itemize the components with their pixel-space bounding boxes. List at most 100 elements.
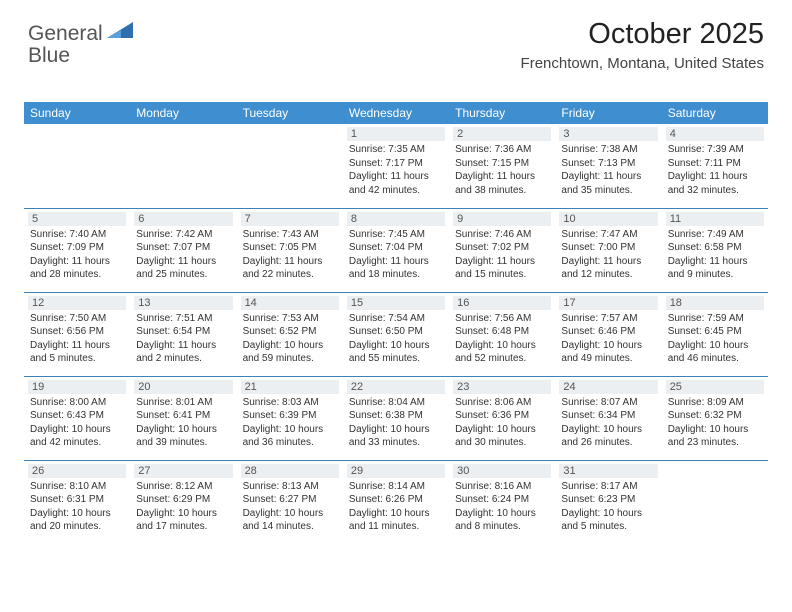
calendar-cell bbox=[237, 124, 343, 208]
day-number: 10 bbox=[559, 212, 657, 226]
brand-logo: General Blue bbox=[28, 22, 133, 67]
day-details: Sunrise: 8:16 AMSunset: 6:24 PMDaylight:… bbox=[453, 480, 551, 534]
calendar-cell: 29Sunrise: 8:14 AMSunset: 6:26 PMDayligh… bbox=[343, 460, 449, 544]
day-number: 22 bbox=[347, 380, 445, 394]
calendar-row: 5 Sunrise: 7:40 AMSunset: 7:09 PMDaylight… bbox=[24, 208, 768, 292]
calendar-cell: 28 Sunrise: 8:13 AMSunset: 6:27 PMDayligh… bbox=[237, 460, 343, 544]
day-number: 30 bbox=[453, 464, 551, 478]
weekday-header: Wednesday bbox=[343, 102, 449, 124]
weekday-header-row: SundayMondayTuesdayWednesdayThursdayFrid… bbox=[24, 102, 768, 124]
day-details: Sunrise: 8:04 AMSunset: 6:38 PMDaylight:… bbox=[347, 396, 445, 450]
day-details: Sunrise: 7:39 AMSunset: 7:11 PMDaylight:… bbox=[666, 143, 764, 197]
day-number: 18 bbox=[666, 296, 764, 310]
calendar-cell: 31 Sunrise: 8:17 AMSunset: 6:23 PMDayligh… bbox=[555, 460, 661, 544]
day-details: Sunrise: 8:14 AMSunset: 6:26 PMDaylight:… bbox=[347, 480, 445, 534]
weekday-header: Friday bbox=[555, 102, 661, 124]
day-details: Sunrise: 8:07 AMSunset: 6:34 PMDaylight:… bbox=[559, 396, 657, 450]
calendar-cell: 13 Sunrise: 7:51 AMSunset: 6:54 PMDayligh… bbox=[130, 292, 236, 376]
day-number: 14 bbox=[241, 296, 339, 310]
day-number: 11 bbox=[666, 212, 764, 226]
calendar-cell: 5 Sunrise: 7:40 AMSunset: 7:09 PMDaylight… bbox=[24, 208, 130, 292]
calendar-cell: 2Sunrise: 7:36 AMSunset: 7:15 PMDaylight… bbox=[449, 124, 555, 208]
weekday-header: Tuesday bbox=[237, 102, 343, 124]
calendar-cell: 11Sunrise: 7:49 AMSunset: 6:58 PMDayligh… bbox=[662, 208, 768, 292]
day-number: 19 bbox=[28, 380, 126, 394]
day-number: 1 bbox=[347, 127, 445, 141]
calendar-cell: 25 Sunrise: 8:09 AMSunset: 6:32 PMDayligh… bbox=[662, 376, 768, 460]
day-number: 13 bbox=[134, 296, 232, 310]
day-number: 16 bbox=[453, 296, 551, 310]
weekday-header: Monday bbox=[130, 102, 236, 124]
day-details: Sunrise: 8:00 AMSunset: 6:43 PMDaylight:… bbox=[28, 396, 126, 450]
calendar-row: 26 Sunrise: 8:10 AMSunset: 6:31 PMDayligh… bbox=[24, 460, 768, 544]
day-details: Sunrise: 7:50 AMSunset: 6:56 PMDaylight:… bbox=[28, 312, 126, 366]
weekday-header: Sunday bbox=[24, 102, 130, 124]
day-number: 15 bbox=[347, 296, 445, 310]
calendar-cell: 7 Sunrise: 7:43 AMSunset: 7:05 PMDaylight… bbox=[237, 208, 343, 292]
calendar-cell: 20Sunrise: 8:01 AMSunset: 6:41 PMDayligh… bbox=[130, 376, 236, 460]
day-details: Sunrise: 7:38 AMSunset: 7:13 PMDaylight:… bbox=[559, 143, 657, 197]
calendar-cell: 4 Sunrise: 7:39 AMSunset: 7:11 PMDaylight… bbox=[662, 124, 768, 208]
calendar-row: 1 Sunrise: 7:35 AMSunset: 7:17 PMDaylight… bbox=[24, 124, 768, 208]
calendar-cell: 8Sunrise: 7:45 AMSunset: 7:04 PMDaylight… bbox=[343, 208, 449, 292]
page-title: October 2025 bbox=[521, 18, 764, 51]
day-number: 31 bbox=[559, 464, 657, 478]
calendar-body: 1 Sunrise: 7:35 AMSunset: 7:17 PMDaylight… bbox=[24, 124, 768, 544]
calendar-cell: 18Sunrise: 7:59 AMSunset: 6:45 PMDayligh… bbox=[662, 292, 768, 376]
day-number: 3 bbox=[559, 127, 657, 141]
day-details: Sunrise: 7:46 AMSunset: 7:02 PMDaylight:… bbox=[453, 228, 551, 282]
day-number: 27 bbox=[134, 464, 232, 478]
calendar-cell: 17Sunrise: 7:57 AMSunset: 6:46 PMDayligh… bbox=[555, 292, 661, 376]
calendar-cell: 14 Sunrise: 7:53 AMSunset: 6:52 PMDayligh… bbox=[237, 292, 343, 376]
day-details: Sunrise: 8:09 AMSunset: 6:32 PMDaylight:… bbox=[666, 396, 764, 450]
weekday-header: Saturday bbox=[662, 102, 768, 124]
day-details: Sunrise: 8:13 AMSunset: 6:27 PMDaylight:… bbox=[241, 480, 339, 534]
calendar-cell: 30 Sunrise: 8:16 AMSunset: 6:24 PMDayligh… bbox=[449, 460, 555, 544]
logo-triangle-icon bbox=[107, 22, 133, 40]
day-details: Sunrise: 7:42 AMSunset: 7:07 PMDaylight:… bbox=[134, 228, 232, 282]
calendar-cell bbox=[24, 124, 130, 208]
calendar-row: 12Sunrise: 7:50 AMSunset: 6:56 PMDayligh… bbox=[24, 292, 768, 376]
calendar-cell: 9Sunrise: 7:46 AMSunset: 7:02 PMDaylight… bbox=[449, 208, 555, 292]
day-details: Sunrise: 7:53 AMSunset: 6:52 PMDaylight:… bbox=[241, 312, 339, 366]
calendar-cell bbox=[662, 460, 768, 544]
day-details: Sunrise: 8:10 AMSunset: 6:31 PMDaylight:… bbox=[28, 480, 126, 534]
day-number: 24 bbox=[559, 380, 657, 394]
calendar-cell: 23Sunrise: 8:06 AMSunset: 6:36 PMDayligh… bbox=[449, 376, 555, 460]
calendar-cell: 6 Sunrise: 7:42 AMSunset: 7:07 PMDaylight… bbox=[130, 208, 236, 292]
calendar-cell: 1 Sunrise: 7:35 AMSunset: 7:17 PMDaylight… bbox=[343, 124, 449, 208]
logo-word-2: Blue bbox=[28, 44, 70, 67]
calendar-cell: 15 Sunrise: 7:54 AMSunset: 6:50 PMDayligh… bbox=[343, 292, 449, 376]
day-number: 25 bbox=[666, 380, 764, 394]
day-details: Sunrise: 7:43 AMSunset: 7:05 PMDaylight:… bbox=[241, 228, 339, 282]
day-details: Sunrise: 7:51 AMSunset: 6:54 PMDaylight:… bbox=[134, 312, 232, 366]
logo-word-1: General bbox=[28, 22, 103, 45]
calendar-cell: 19 Sunrise: 8:00 AMSunset: 6:43 PMDayligh… bbox=[24, 376, 130, 460]
day-details: Sunrise: 7:47 AMSunset: 7:00 PMDaylight:… bbox=[559, 228, 657, 282]
day-number: 7 bbox=[241, 212, 339, 226]
calendar-cell: 16Sunrise: 7:56 AMSunset: 6:48 PMDayligh… bbox=[449, 292, 555, 376]
day-details: Sunrise: 7:54 AMSunset: 6:50 PMDaylight:… bbox=[347, 312, 445, 366]
day-number: 28 bbox=[241, 464, 339, 478]
calendar: SundayMondayTuesdayWednesdayThursdayFrid… bbox=[24, 102, 768, 544]
day-number: 17 bbox=[559, 296, 657, 310]
day-details: Sunrise: 8:12 AMSunset: 6:29 PMDaylight:… bbox=[134, 480, 232, 534]
day-number: 20 bbox=[134, 380, 232, 394]
day-number: 5 bbox=[28, 212, 126, 226]
day-details: Sunrise: 7:40 AMSunset: 7:09 PMDaylight:… bbox=[28, 228, 126, 282]
day-number: 4 bbox=[666, 127, 764, 141]
calendar-cell: 12Sunrise: 7:50 AMSunset: 6:56 PMDayligh… bbox=[24, 292, 130, 376]
day-details: Sunrise: 8:03 AMSunset: 6:39 PMDaylight:… bbox=[241, 396, 339, 450]
calendar-cell: 22 Sunrise: 8:04 AMSunset: 6:38 PMDayligh… bbox=[343, 376, 449, 460]
calendar-cell: 3 Sunrise: 7:38 AMSunset: 7:13 PMDaylight… bbox=[555, 124, 661, 208]
day-number: 23 bbox=[453, 380, 551, 394]
day-details: Sunrise: 8:17 AMSunset: 6:23 PMDaylight:… bbox=[559, 480, 657, 534]
calendar-cell: 10 Sunrise: 7:47 AMSunset: 7:00 PMDayligh… bbox=[555, 208, 661, 292]
page-subtitle: Frenchtown, Montana, United States bbox=[521, 55, 764, 72]
calendar-cell: 27 Sunrise: 8:12 AMSunset: 6:29 PMDayligh… bbox=[130, 460, 236, 544]
calendar-cell: 24 Sunrise: 8:07 AMSunset: 6:34 PMDayligh… bbox=[555, 376, 661, 460]
day-details: Sunrise: 7:45 AMSunset: 7:04 PMDaylight:… bbox=[347, 228, 445, 282]
day-number: 6 bbox=[134, 212, 232, 226]
day-number: 26 bbox=[28, 464, 126, 478]
day-details: Sunrise: 7:35 AMSunset: 7:17 PMDaylight:… bbox=[347, 143, 445, 197]
